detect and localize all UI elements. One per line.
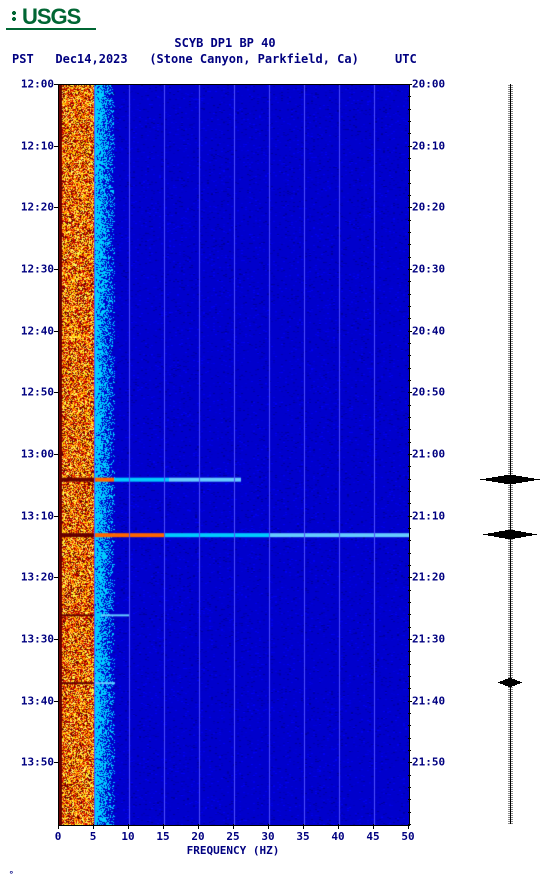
y-right-tick: 20:30	[412, 263, 456, 276]
y-right-tick: 21:50	[412, 756, 456, 769]
x-tick-label: 0	[55, 830, 62, 843]
y-right-tick: 21:40	[412, 694, 456, 707]
spectrogram-canvas	[59, 85, 409, 825]
x-tick-label: 30	[261, 830, 274, 843]
x-tick-label: 40	[331, 830, 344, 843]
y-left-tick: 12:20	[10, 201, 54, 214]
usgs-logo-underline	[6, 28, 96, 30]
y-left-tick: 12:50	[10, 386, 54, 399]
x-axis-label: FREQUENCY (HZ)	[58, 844, 408, 857]
location-label: (Stone Canyon, Parkfield, Ca)	[149, 52, 359, 66]
seismogram-baseline	[510, 84, 511, 824]
spectrogram-plot	[58, 84, 410, 826]
chart-subtitle: PST Dec14,2023 (Stone Canyon, Parkfield,…	[12, 52, 359, 66]
usgs-logo-text: USGS	[22, 4, 80, 29]
y-right-tick: 20:50	[412, 386, 456, 399]
y-left-tick: 12:40	[10, 324, 54, 337]
y-left-tick: 13:40	[10, 694, 54, 707]
y-left-tick: 13:10	[10, 509, 54, 522]
tz-left-label: PST	[12, 52, 34, 66]
x-tick-label: 25	[226, 830, 239, 843]
y-right-tick: 21:30	[412, 633, 456, 646]
y-right-tick: 21:20	[412, 571, 456, 584]
y-right-tick: 20:10	[412, 139, 456, 152]
y-left-tick: 13:20	[10, 571, 54, 584]
y-axis-left: 12:0012:1012:2012:3012:4012:5013:0013:10…	[10, 84, 54, 824]
cursor-mark: ˚	[8, 870, 15, 883]
tz-right-label: UTC	[395, 52, 417, 66]
y-left-tick: 13:00	[10, 448, 54, 461]
y-right-tick: 21:00	[412, 448, 456, 461]
y-left-tick: 12:00	[10, 78, 54, 91]
x-tick-label: 50	[401, 830, 414, 843]
y-right-tick: 21:10	[412, 509, 456, 522]
date-label: Dec14,2023	[55, 52, 127, 66]
chart-title: SCYB DP1 BP 40	[0, 36, 450, 50]
x-tick-label: 45	[366, 830, 379, 843]
y-right-tick: 20:00	[412, 78, 456, 91]
y-left-tick: 12:10	[10, 139, 54, 152]
y-axis-right: 20:0020:1020:2020:3020:4020:5021:0021:10…	[412, 84, 456, 824]
y-left-tick: 12:30	[10, 263, 54, 276]
x-tick-label: 20	[191, 830, 204, 843]
x-tick-label: 15	[156, 830, 169, 843]
x-tick-label: 5	[90, 830, 97, 843]
x-tick-label: 35	[296, 830, 309, 843]
x-tick-label: 10	[121, 830, 134, 843]
seismogram-panel	[480, 84, 540, 824]
y-left-tick: 13:50	[10, 756, 54, 769]
usgs-logo: USGS	[6, 4, 80, 30]
y-left-tick: 13:30	[10, 633, 54, 646]
y-right-tick: 20:20	[412, 201, 456, 214]
y-right-tick: 20:40	[412, 324, 456, 337]
